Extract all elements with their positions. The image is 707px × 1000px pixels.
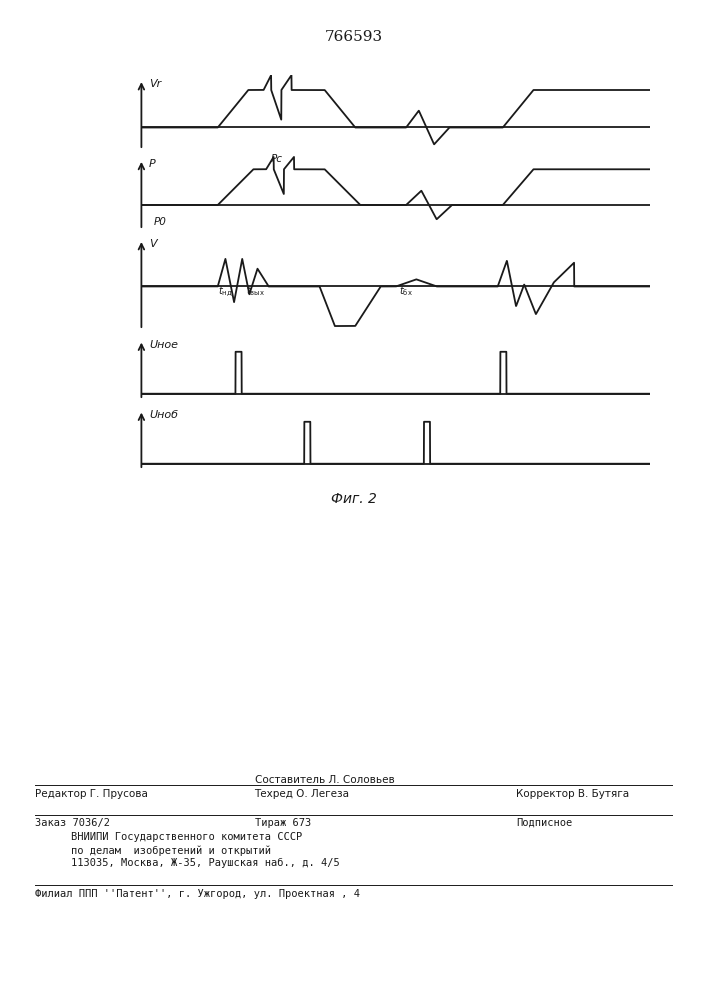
Text: Редактор Г. Прусова: Редактор Г. Прусова <box>35 789 148 799</box>
Text: P0: P0 <box>154 217 167 227</box>
Text: Uноб: Uноб <box>149 410 178 420</box>
Text: Тираж 673: Тираж 673 <box>255 818 311 828</box>
Text: Заказ 7036/2: Заказ 7036/2 <box>35 818 110 828</box>
Text: Филиал ППП ''Патент'', г. Ужгород, ул. Проектная , 4: Филиал ППП ''Патент'', г. Ужгород, ул. П… <box>35 889 361 899</box>
Text: Pc: Pc <box>271 154 284 164</box>
Text: ВНИИПИ Государственного комитета СССР: ВНИИПИ Государственного комитета СССР <box>71 832 302 842</box>
Text: V: V <box>149 239 157 249</box>
Text: Корректор В. Бутяга: Корректор В. Бутяга <box>516 789 629 799</box>
Text: Vr: Vr <box>149 79 161 89</box>
Text: P: P <box>149 159 156 169</box>
Text: Техред О. Легеза: Техред О. Легеза <box>255 789 349 799</box>
Text: Uное: Uное <box>149 340 178 350</box>
Text: Составитель Л. Соловьев: Составитель Л. Соловьев <box>255 775 395 785</box>
Text: 766593: 766593 <box>325 30 382 44</box>
Text: по делам  изобретений и открытий: по делам изобретений и открытий <box>71 845 271 856</box>
Text: $t_{\rm вых}$: $t_{\rm вых}$ <box>247 284 265 298</box>
Text: $t_{\rm бх}$: $t_{\rm бх}$ <box>399 284 413 298</box>
Text: Фиг. 2: Фиг. 2 <box>331 492 376 506</box>
Text: $t_{\rm нд}$: $t_{\rm нд}$ <box>218 285 233 299</box>
Text: Подписное: Подписное <box>516 818 573 828</box>
Text: 113035, Москва, Ж-35, Раушская наб., д. 4/5: 113035, Москва, Ж-35, Раушская наб., д. … <box>71 858 339 868</box>
